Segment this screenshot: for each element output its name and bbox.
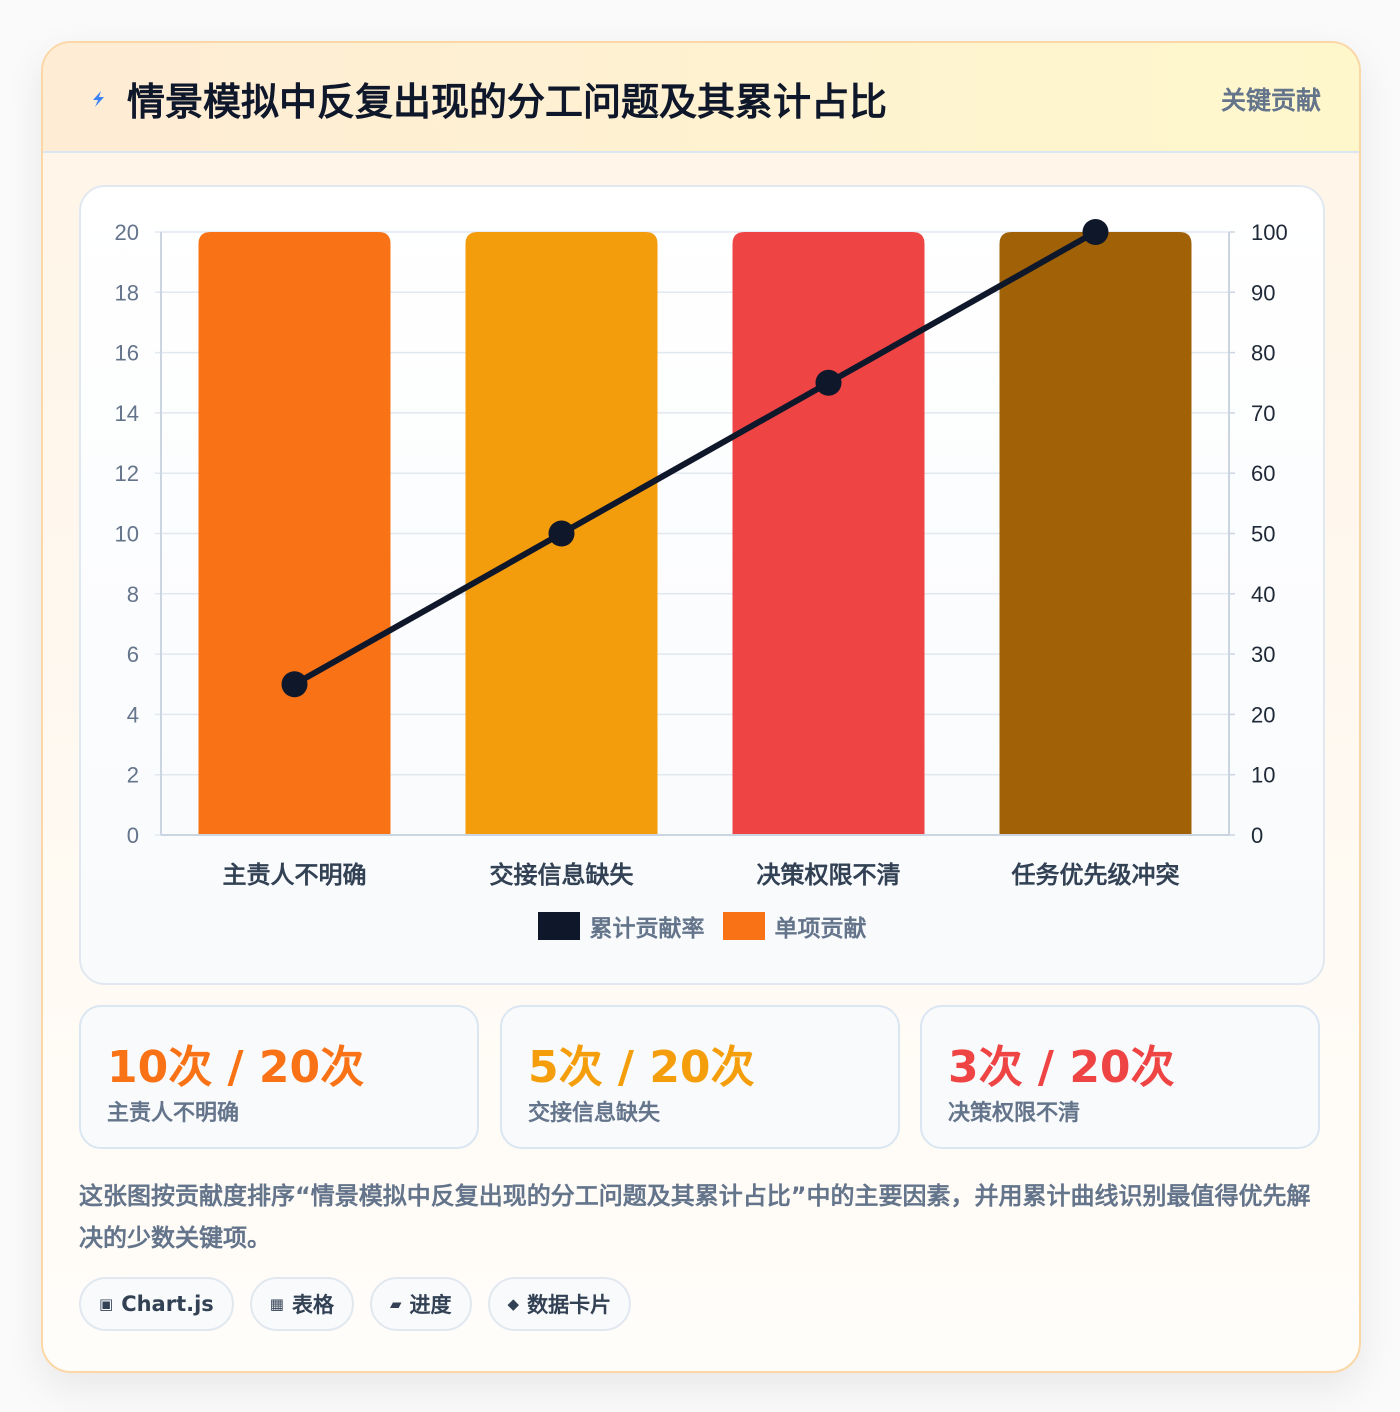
tag-progress[interactable]: ▰ 进度 xyxy=(369,1277,472,1331)
y-left-tick-label: 12 xyxy=(115,461,139,486)
legend-item-single[interactable]: 单项贡献 xyxy=(722,909,867,943)
card-header: 情景模拟中反复出现的分工问题及其累计占比 关键贡献 xyxy=(43,43,1359,153)
tag-list: ▣ Chart.js ▦ 表格 ▰ 进度 ◆ 数据卡片 xyxy=(79,1277,632,1331)
page-title: 情景模拟中反复出现的分工问题及其累计占比 xyxy=(127,80,888,124)
y-left-tick-label: 2 xyxy=(127,763,139,788)
y-right-tick-label: 30 xyxy=(1251,642,1275,667)
legend-swatch-single xyxy=(722,912,765,940)
y-left-tick-label: 16 xyxy=(115,341,139,366)
y-right-tick-label: 50 xyxy=(1251,522,1275,547)
pareto-chart: 0 2 4 6 8 10 12 14 16 18 20 0 10 20 30 40 50 60 70 80 90 100 主… xyxy=(115,219,1288,889)
stat-value: 5次 / 20次 xyxy=(528,1042,755,1093)
stat-label: 交接信息缺失 xyxy=(528,1101,661,1126)
tag-label: 数据卡片 xyxy=(527,1293,612,1317)
y-right-tick-label: 100 xyxy=(1251,220,1288,245)
stat-value: 10次 / 20次 xyxy=(107,1042,365,1093)
y-right-tick-label: 20 xyxy=(1251,702,1275,727)
y-right-tick-label: 0 xyxy=(1251,823,1263,848)
key-contribution-badge: 关键贡献 xyxy=(1220,86,1321,115)
legend-item-cumulative[interactable]: 累计贡献率 xyxy=(537,909,705,943)
y-left-tick-label: 0 xyxy=(127,823,139,848)
progress-icon: ▰ xyxy=(389,1295,402,1313)
stat-card-2: 5次 / 20次 交接信息缺失 xyxy=(500,1005,900,1149)
bar-4 xyxy=(999,232,1192,835)
y-left-tick-label: 10 xyxy=(115,522,139,547)
stat-label: 决策权限不清 xyxy=(948,1101,1081,1126)
y-right-tick-label: 80 xyxy=(1251,341,1275,366)
y-right-tick-label: 40 xyxy=(1251,582,1275,607)
y-left-tick-label: 6 xyxy=(127,642,139,667)
cumulative-point-4 xyxy=(1082,219,1109,245)
chart-panel: 0 2 4 6 8 10 12 14 16 18 20 0 10 20 30 40 50 60 70 80 90 100 主… xyxy=(79,185,1325,985)
tag-table[interactable]: ▦ 表格 xyxy=(249,1277,354,1331)
legend-label-cumulative: 累计贡献率 xyxy=(589,916,705,942)
chart-legend: 累计贡献率 单项贡献 xyxy=(81,909,1323,943)
chart-card: 情景模拟中反复出现的分工问题及其累计占比 关键贡献 0 2 4 6 8 10 12 14 16 1… xyxy=(41,41,1361,1373)
stat-card-3: 3次 / 20次 决策权限不清 xyxy=(920,1005,1320,1149)
x-category-label: 任务优先级冲突 xyxy=(1011,861,1180,889)
bar-3 xyxy=(732,232,925,835)
x-category-label: 决策权限不清 xyxy=(757,861,901,889)
stat-label: 主责人不明确 xyxy=(107,1101,240,1126)
cumulative-point-2 xyxy=(548,520,575,547)
y-right-tick-label: 90 xyxy=(1251,280,1275,305)
tag-label: 表格 xyxy=(291,1293,334,1317)
chart-icon: ▣ xyxy=(99,1295,114,1313)
stat-value: 3次 / 20次 xyxy=(948,1042,1175,1093)
tag-label: Chart.js xyxy=(121,1292,214,1316)
data-card-icon: ◆ xyxy=(507,1295,520,1313)
cumulative-line xyxy=(293,229,1097,687)
cumulative-point-3 xyxy=(815,369,842,396)
y-right-tick-label: 10 xyxy=(1251,763,1275,788)
tag-label: 进度 xyxy=(409,1293,452,1317)
legend-swatch-cumulative xyxy=(537,912,580,940)
legend-label-single: 单项贡献 xyxy=(774,916,867,942)
lightning-icon xyxy=(93,91,104,107)
y-right-tick-label: 70 xyxy=(1251,401,1275,426)
y-left-tick-label: 20 xyxy=(115,220,139,245)
chart-description: 这张图按贡献度排序“情景模拟中反复出现的分工问题及其累计占比”中的主要因素，并用… xyxy=(79,1182,1311,1252)
table-icon: ▦ xyxy=(269,1295,284,1313)
stat-card-1: 10次 / 20次 主责人不明确 xyxy=(79,1005,479,1149)
y-left-tick-label: 14 xyxy=(115,401,139,426)
y-left-tick-label: 18 xyxy=(115,280,139,305)
x-category-label: 交接信息缺失 xyxy=(490,861,635,889)
y-right-tick-label: 60 xyxy=(1251,461,1275,486)
tag-data-card[interactable]: ◆ 数据卡片 xyxy=(487,1277,632,1331)
bar-1 xyxy=(198,232,391,835)
y-left-tick-label: 4 xyxy=(127,702,139,727)
tag-chartjs[interactable]: ▣ Chart.js xyxy=(79,1277,234,1331)
x-category-label: 主责人不明确 xyxy=(223,861,367,889)
y-left-tick-label: 8 xyxy=(127,582,139,607)
stat-cards: 10次 / 20次 主责人不明确 5次 / 20次 交接信息缺失 3次 / 20… xyxy=(79,1005,1323,1149)
cumulative-point-1 xyxy=(281,671,308,698)
